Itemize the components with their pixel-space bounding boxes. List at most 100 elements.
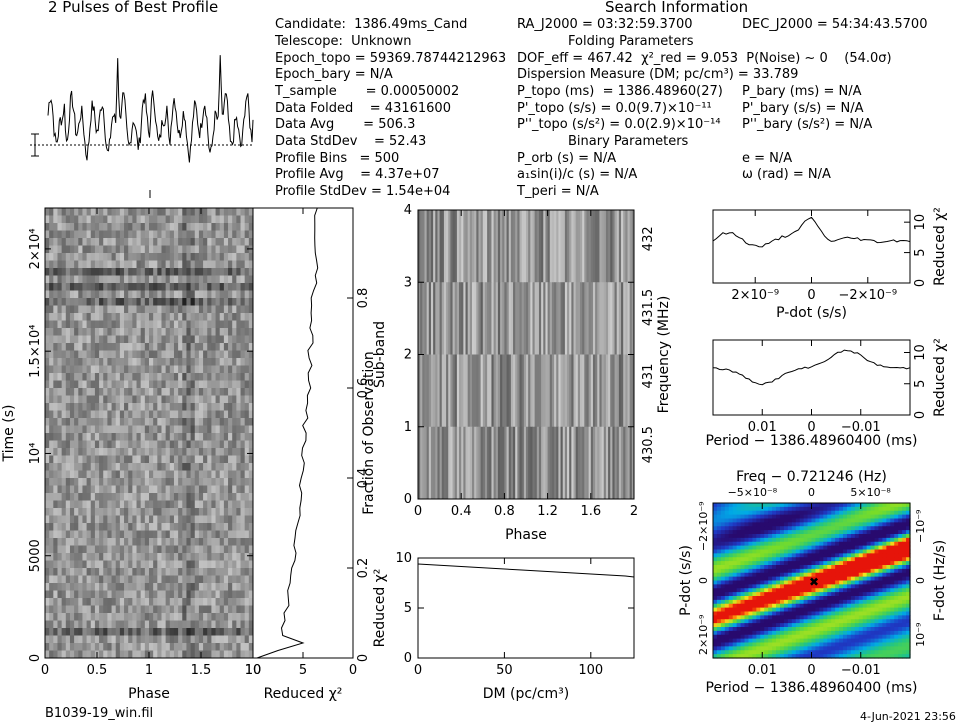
time-phase-cell xyxy=(95,523,100,531)
time-phase-cell xyxy=(53,508,58,516)
time-phase-cell xyxy=(191,523,196,531)
period-pdot-cell xyxy=(878,507,883,511)
period-pdot-cell xyxy=(764,530,769,534)
time-phase-cell xyxy=(191,651,196,659)
time-phase-cell xyxy=(161,636,166,644)
time-phase-cell xyxy=(70,493,75,501)
time-phase-cell xyxy=(62,328,67,336)
time-phase-cell xyxy=(245,478,250,486)
period-pdot-cell xyxy=(851,565,856,569)
time-phase-cell xyxy=(137,313,142,321)
time-phase-cell xyxy=(232,636,237,644)
time-phase-cell xyxy=(103,523,108,531)
time-phase-cell xyxy=(199,606,204,614)
time-phase-cell xyxy=(95,493,100,501)
period-pdot-cell xyxy=(831,550,836,554)
period-pdot-cell xyxy=(737,542,742,546)
period-pdot-cell xyxy=(796,557,801,561)
time-phase-cell xyxy=(91,516,96,524)
time-phase-cell xyxy=(116,613,121,621)
time-phase-cell xyxy=(199,313,204,321)
time-phase-cell xyxy=(203,418,208,426)
time-phase-cell xyxy=(66,598,71,606)
time-phase-cell xyxy=(224,493,229,501)
time-phase-cell xyxy=(220,418,225,426)
period-pdot-cell xyxy=(737,584,742,588)
time-phase-cell xyxy=(245,291,250,299)
time-phase-cell xyxy=(82,396,87,404)
time-phase-cell xyxy=(66,591,71,599)
time-phase-cell xyxy=(57,321,62,329)
period-pdot-cell xyxy=(871,503,876,507)
time-phase-cell xyxy=(216,628,221,636)
time-phase-cell xyxy=(178,396,183,404)
time-phase-cell xyxy=(178,456,183,464)
period-pdot-cell xyxy=(776,519,781,523)
time-phase-cell xyxy=(195,591,200,599)
time-phase-cell xyxy=(128,561,133,569)
period-pdot-cell xyxy=(875,596,880,600)
time-phase-cell xyxy=(220,576,225,584)
time-phase-cell xyxy=(170,523,175,531)
time-phase-cell xyxy=(241,336,246,344)
time-phase-cell xyxy=(107,306,112,314)
period-pdot-cell xyxy=(855,600,860,604)
time-phase-cell xyxy=(195,433,200,441)
period-pdot-cell xyxy=(890,526,895,530)
time-phase-cell xyxy=(228,268,233,276)
period-pdot-cell xyxy=(800,511,805,515)
period-pdot-cell xyxy=(878,588,883,592)
time-phase-cell xyxy=(132,583,137,591)
period-pdot-cell xyxy=(823,526,828,530)
period-pdot-cell xyxy=(772,588,777,592)
period-pdot-cell xyxy=(886,584,891,588)
period-pdot-cell xyxy=(784,588,789,592)
period-pdot-cell xyxy=(729,584,734,588)
time-phase-cell xyxy=(191,253,196,261)
time-phase-cell xyxy=(161,366,166,374)
period-pdot-cell xyxy=(725,519,730,523)
time-phase-cell xyxy=(170,268,175,276)
time-phase-cell xyxy=(45,448,50,456)
period-pdot-cell xyxy=(788,530,793,534)
time-phase-cell xyxy=(145,358,150,366)
time-phase-cell xyxy=(66,538,71,546)
time-phase-cell xyxy=(91,328,96,336)
period-pdot-cell xyxy=(721,557,726,561)
period-pdot-cell xyxy=(717,503,722,507)
time-phase-cell xyxy=(166,583,171,591)
time-phase-cell xyxy=(161,246,166,254)
time-phase-cell xyxy=(191,366,196,374)
time-phase-cell xyxy=(211,456,216,464)
time-phase-cell xyxy=(99,553,104,561)
time-phase-cell xyxy=(120,508,125,516)
time-phase-cell xyxy=(74,358,79,366)
time-phase-cell xyxy=(99,366,104,374)
time-phase-cell xyxy=(49,643,54,651)
time-phase-cell xyxy=(112,508,117,516)
period-pdot-cell xyxy=(760,511,765,515)
time-phase-cell xyxy=(66,486,71,494)
time-phase-cell xyxy=(78,223,83,231)
time-phase-cell xyxy=(186,381,191,389)
chi2-pdot-ytick-label: 0 xyxy=(913,279,928,287)
time-phase-cell xyxy=(199,381,204,389)
period-pdot-cell xyxy=(812,561,817,565)
period-pdot-cell xyxy=(768,519,773,523)
period-pdot-cell xyxy=(823,604,828,608)
time-phase-cell xyxy=(178,561,183,569)
period-pdot-cell xyxy=(902,550,907,554)
time-phase-cell xyxy=(137,493,142,501)
time-phase-cell xyxy=(45,336,50,344)
period-pdot-cell xyxy=(882,588,887,592)
period-pdot-cell xyxy=(760,584,765,588)
time-phase-cell xyxy=(137,546,142,554)
time-phase-cell xyxy=(228,388,233,396)
time-phase-cell xyxy=(132,538,137,546)
period-pdot-cell xyxy=(890,550,895,554)
time-phase-cell xyxy=(99,381,104,389)
time-phase-cell xyxy=(141,486,146,494)
period-pdot-cell xyxy=(725,577,730,581)
period-pdot-cell xyxy=(835,581,840,585)
